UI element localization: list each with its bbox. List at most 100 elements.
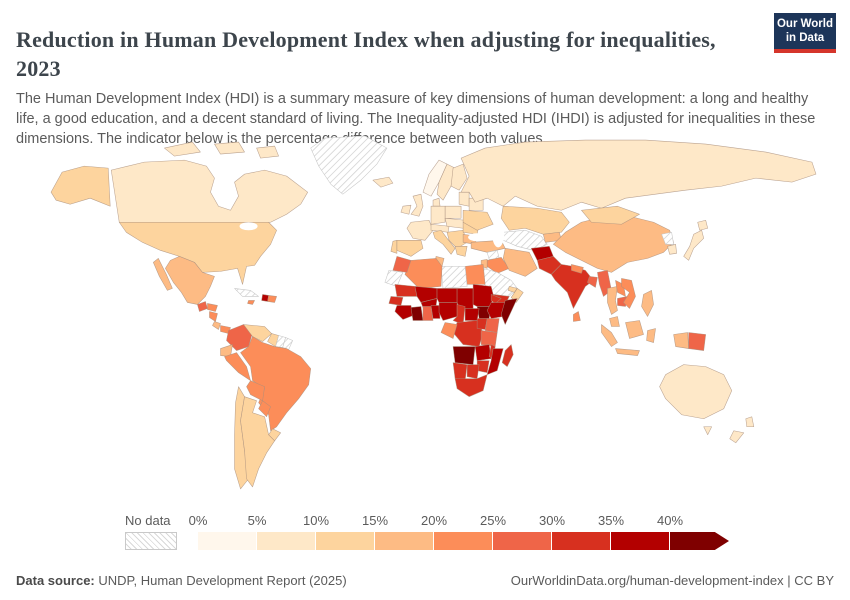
country-germany[interactable] bbox=[430, 205, 446, 225]
country-australia-tasmania[interactable] bbox=[703, 426, 712, 436]
country-finland[interactable] bbox=[450, 163, 468, 191]
legend-color-segment[interactable] bbox=[198, 532, 257, 550]
country-bangladesh[interactable] bbox=[587, 276, 598, 288]
legend-color-segment[interactable] bbox=[375, 532, 434, 550]
country-kenya[interactable] bbox=[484, 318, 500, 333]
country-ghana[interactable] bbox=[422, 306, 434, 321]
country-thailand[interactable] bbox=[607, 286, 618, 315]
country-japan-hokkaido[interactable] bbox=[697, 219, 708, 231]
country-baltic-states[interactable] bbox=[458, 191, 470, 207]
legend-color-segment[interactable] bbox=[670, 532, 729, 550]
country-ukraine[interactable] bbox=[462, 209, 494, 231]
country-madagascar[interactable] bbox=[501, 344, 514, 367]
country-argentina[interactable] bbox=[240, 396, 275, 488]
country-kazakhstan[interactable] bbox=[500, 205, 570, 235]
country-canada-arctic-3[interactable] bbox=[256, 145, 279, 159]
country-mongolia[interactable] bbox=[581, 205, 640, 225]
country-mauritania[interactable] bbox=[394, 284, 418, 297]
country-niger[interactable] bbox=[436, 288, 458, 303]
country-indonesia-borneo[interactable] bbox=[625, 320, 644, 339]
country-canada[interactable] bbox=[110, 159, 308, 223]
country-sri-lanka[interactable] bbox=[573, 311, 581, 322]
country-nicaragua[interactable] bbox=[209, 311, 218, 322]
country-japan[interactable] bbox=[683, 229, 704, 261]
country-dominican-republic[interactable] bbox=[267, 295, 277, 303]
country-namibia[interactable] bbox=[452, 362, 468, 381]
country-zambia[interactable] bbox=[474, 344, 492, 361]
country-botswana[interactable] bbox=[466, 364, 480, 379]
country-france[interactable] bbox=[406, 219, 434, 241]
country-cuba[interactable] bbox=[234, 288, 259, 297]
country-australia[interactable] bbox=[659, 364, 733, 420]
country-denmark[interactable] bbox=[432, 197, 441, 207]
country-cote-divoire[interactable] bbox=[410, 306, 424, 321]
country-tanzania[interactable] bbox=[480, 330, 498, 347]
country-mexico-baja[interactable] bbox=[153, 258, 173, 291]
country-new-zealand-south[interactable] bbox=[729, 430, 745, 444]
country-greece[interactable] bbox=[454, 246, 468, 257]
country-costa-rica[interactable] bbox=[212, 321, 221, 330]
country-vietnam[interactable] bbox=[621, 278, 636, 309]
country-russia[interactable] bbox=[460, 139, 817, 211]
legend-no-data-swatch[interactable] bbox=[125, 532, 177, 550]
country-togo-benin[interactable] bbox=[430, 305, 441, 319]
country-iran[interactable] bbox=[502, 248, 538, 277]
country-mozambique[interactable] bbox=[486, 348, 504, 375]
country-egypt[interactable] bbox=[464, 264, 486, 285]
legend-color-segment[interactable] bbox=[434, 532, 493, 550]
country-india[interactable] bbox=[551, 264, 594, 309]
country-nepal[interactable] bbox=[571, 264, 584, 274]
country-angola[interactable] bbox=[452, 346, 476, 365]
country-malaysia[interactable] bbox=[609, 316, 620, 327]
country-alaska[interactable] bbox=[50, 165, 111, 207]
country-spain[interactable] bbox=[396, 240, 424, 257]
page-title: Reduction in Human Development Index whe… bbox=[16, 26, 716, 81]
legend-color-segment[interactable] bbox=[316, 532, 375, 550]
country-south-africa[interactable] bbox=[454, 374, 488, 397]
legend-color-segment[interactable] bbox=[611, 532, 670, 550]
country-sudan[interactable] bbox=[472, 284, 494, 307]
country-ireland[interactable] bbox=[400, 204, 412, 215]
country-congo-gabon[interactable] bbox=[440, 322, 458, 339]
country-indonesia-java[interactable] bbox=[615, 348, 640, 356]
country-indonesia-sulawesi[interactable] bbox=[646, 328, 656, 343]
country-iceland[interactable] bbox=[372, 176, 394, 188]
country-indonesia-west-papua[interactable] bbox=[673, 332, 689, 349]
country-venezuela[interactable] bbox=[243, 324, 272, 342]
country-honduras[interactable] bbox=[207, 303, 218, 312]
legend-color-segment[interactable] bbox=[257, 532, 316, 550]
country-jamaica[interactable] bbox=[247, 300, 255, 305]
country-new-zealand-north[interactable] bbox=[745, 416, 755, 428]
country-somalia[interactable] bbox=[500, 298, 518, 325]
country-canada-arctic-2[interactable] bbox=[214, 141, 245, 155]
country-paraguay[interactable] bbox=[258, 400, 271, 418]
country-guinea[interactable] bbox=[394, 305, 414, 320]
country-algeria[interactable] bbox=[404, 258, 443, 289]
country-china[interactable] bbox=[553, 215, 674, 273]
country-morocco[interactable] bbox=[392, 256, 412, 273]
country-united-kingdom[interactable] bbox=[410, 193, 424, 217]
country-italy[interactable] bbox=[432, 229, 456, 255]
country-brazil[interactable] bbox=[240, 336, 311, 432]
license-link[interactable]: OurWorldinData.org/human-development-ind… bbox=[510, 573, 834, 588]
country-nigeria[interactable] bbox=[438, 302, 458, 321]
country-ethiopia[interactable] bbox=[486, 302, 506, 319]
country-balkans[interactable] bbox=[446, 229, 468, 249]
country-north-korea[interactable] bbox=[661, 231, 674, 245]
country-uae[interactable] bbox=[507, 286, 518, 293]
country-portugal[interactable] bbox=[390, 240, 398, 254]
country-poland[interactable] bbox=[444, 205, 462, 219]
country-united-states[interactable] bbox=[118, 221, 277, 285]
country-philippines[interactable] bbox=[641, 290, 654, 317]
country-south-korea[interactable] bbox=[667, 244, 677, 255]
country-senegal[interactable] bbox=[388, 296, 404, 306]
country-indonesia-sumatra[interactable] bbox=[601, 324, 618, 347]
country-papua-new-guinea[interactable] bbox=[688, 332, 706, 351]
legend-color-segment[interactable] bbox=[552, 532, 611, 550]
country-western-sahara[interactable] bbox=[384, 270, 404, 287]
country-greenland[interactable] bbox=[310, 135, 388, 195]
country-bolivia[interactable] bbox=[246, 380, 265, 401]
country-canada-arctic-1[interactable] bbox=[164, 141, 201, 157]
legend-color-segment[interactable] bbox=[493, 532, 552, 550]
country-libya[interactable] bbox=[440, 266, 468, 289]
